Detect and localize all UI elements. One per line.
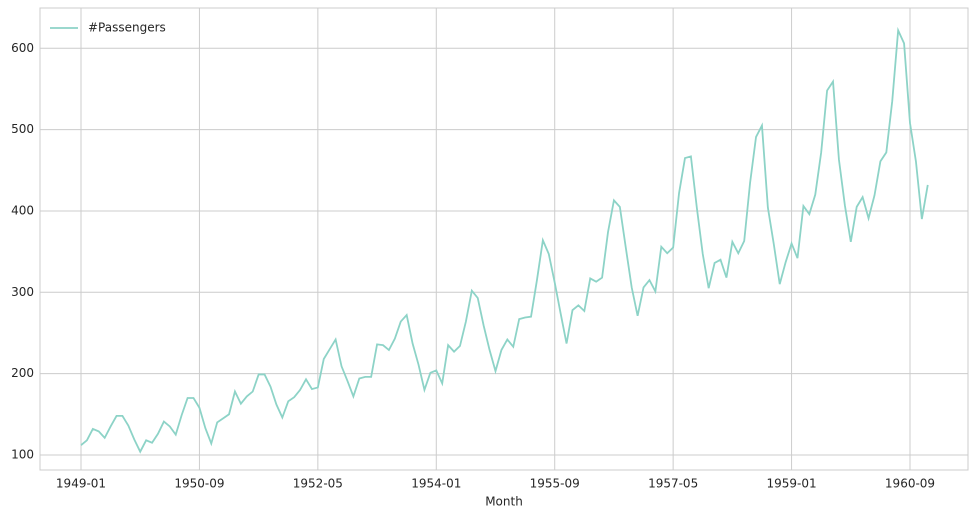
x-axis-label: Month [485,495,523,509]
x-tick-label: 1949-01 [56,477,106,491]
y-tick-label: 200 [11,366,34,380]
x-tick-label: 1960-09 [885,477,935,491]
x-tick-label: 1955-09 [530,477,580,491]
x-tick-label: 1950-09 [174,477,224,491]
y-tick-label: 100 [11,447,34,461]
x-tick-label: 1957-05 [648,477,698,491]
x-tick-label: 1959-01 [767,477,817,491]
y-tick-label: 600 [11,41,34,55]
y-tick-label: 400 [11,203,34,217]
plot-frame [39,7,969,471]
y-tick-label: 500 [11,122,34,136]
x-tick-label: 1952-05 [293,477,343,491]
legend-label: #Passengers [88,21,166,35]
x-tick-label: 1954-01 [411,477,461,491]
y-tick-label: 300 [11,285,34,299]
line [80,26,929,454]
